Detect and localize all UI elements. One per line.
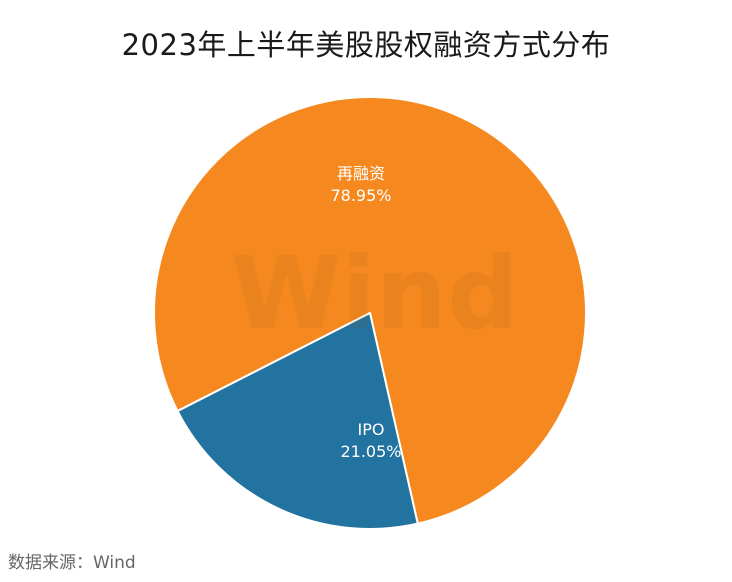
- chart-title: 2023年上半年美股股权融资方式分布: [121, 28, 611, 62]
- pie-labels: 再融资 78.95% IPO 21.05%: [330, 164, 401, 461]
- slice-label-category: IPO: [358, 420, 385, 439]
- pie-slice-2: [176, 312, 419, 531]
- slice-label-category: 再融资: [337, 164, 385, 183]
- source-note: 数据来源：Wind: [8, 553, 136, 573]
- pie-slices: [153, 96, 587, 531]
- watermark-text: Wind: [231, 235, 518, 352]
- slice-label-value: 21.05%: [340, 442, 401, 461]
- pie-slice-1: [153, 96, 587, 525]
- slice-label-value: 78.95%: [330, 186, 391, 205]
